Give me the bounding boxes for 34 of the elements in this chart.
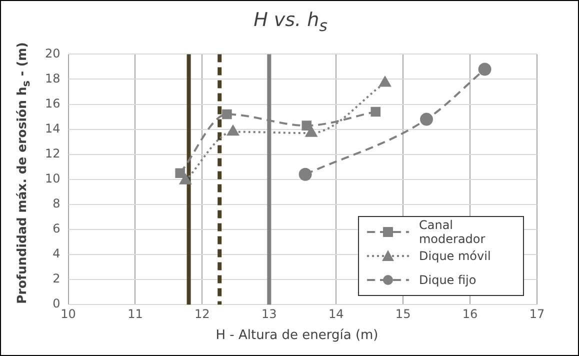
- x-tick-label: 16: [462, 306, 478, 321]
- y-tick-label: 4: [52, 246, 60, 261]
- legend-label: Dique fijo: [419, 273, 476, 287]
- y-tick-label: 14: [44, 121, 60, 136]
- y-tick-label: 18: [44, 71, 60, 86]
- x-tick-label: 11: [128, 306, 143, 321]
- y-tick-label: 8: [52, 196, 60, 211]
- x-tick-label: 14: [328, 306, 344, 321]
- x-tick-label: 15: [395, 306, 411, 321]
- x-tick-label: 17: [529, 306, 545, 321]
- point: [370, 106, 381, 117]
- point: [302, 120, 312, 130]
- x-tick-label: 12: [194, 306, 210, 321]
- x-axis-title: H - Altura de energía (m): [214, 328, 380, 343]
- point: [222, 109, 232, 120]
- point: [298, 168, 312, 181]
- y-tick-label: 10: [44, 172, 60, 186]
- y-tick-label: 16: [44, 96, 60, 110]
- y-tick-label: 0: [52, 296, 60, 311]
- x-tick-label: 13: [262, 306, 277, 321]
- point: [180, 174, 192, 184]
- y-tick-label: 20: [44, 46, 60, 60]
- point: [227, 125, 239, 136]
- legend-label: Canal moderador: [418, 218, 486, 246]
- legend-label: Dique móvil: [419, 249, 491, 263]
- point: [175, 168, 185, 178]
- y-tick-label: 12: [44, 146, 60, 160]
- point: [306, 126, 318, 137]
- y-tick-label: 2: [52, 272, 60, 286]
- chart-title: H vs. h$_{s}$: [252, 9, 328, 35]
- point: [379, 76, 391, 87]
- point: [420, 112, 434, 126]
- point: [478, 62, 492, 76]
- y-tick-label: 6: [52, 222, 60, 236]
